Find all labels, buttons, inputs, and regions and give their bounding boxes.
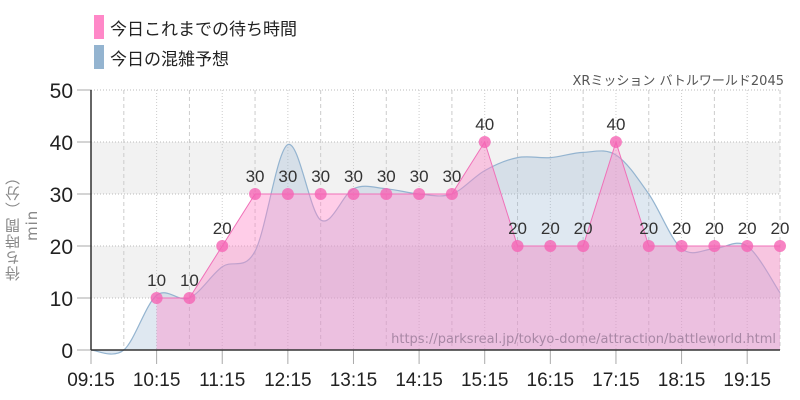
data-label: 30: [311, 167, 330, 186]
data-label: 40: [606, 115, 625, 134]
data-point[interactable]: [216, 240, 229, 252]
x-tick-label: 16:15: [527, 370, 575, 391]
data-label: 30: [377, 167, 396, 186]
legend-item-waittime[interactable]: 今日これまでの待ち時間: [94, 12, 297, 42]
data-point[interactable]: [150, 292, 163, 304]
data-point[interactable]: [741, 240, 754, 252]
data-point[interactable]: [642, 240, 655, 252]
data-point[interactable]: [544, 240, 557, 252]
data-label: 20: [771, 219, 790, 238]
data-point[interactable]: [774, 240, 786, 252]
data-label: 10: [180, 271, 199, 290]
y-tick-label: 0: [61, 340, 73, 363]
data-label: 30: [344, 167, 363, 186]
data-point[interactable]: [314, 188, 327, 200]
forecast-area: [91, 144, 780, 355]
data-point[interactable]: [413, 188, 426, 200]
legend-swatch-pink: [94, 15, 104, 39]
data-point[interactable]: [281, 188, 294, 200]
x-tick-label: 19:15: [723, 370, 771, 391]
data-point[interactable]: [249, 188, 262, 200]
data-label: 40: [475, 115, 494, 134]
legend-swatch-blue: [94, 45, 104, 69]
legend-item-forecast[interactable]: 今日の混雑予想: [94, 42, 297, 72]
x-tick-label: 10:15: [133, 370, 181, 391]
data-label: 20: [213, 219, 232, 238]
data-point[interactable]: [577, 240, 590, 252]
data-label: 10: [147, 271, 166, 290]
y-tick-label: 50: [50, 80, 73, 103]
data-point[interactable]: [708, 240, 721, 252]
x-tick-label: 11:15: [199, 370, 245, 391]
y-tick-label: 20: [50, 236, 73, 259]
data-point[interactable]: [380, 188, 393, 200]
x-tick-label: 09:15: [67, 370, 115, 391]
data-label: 20: [508, 219, 527, 238]
data-point[interactable]: [478, 136, 491, 148]
data-label: 30: [246, 167, 265, 186]
x-tick-label: 18:15: [658, 370, 706, 391]
data-label: 30: [278, 167, 297, 186]
y-tick-label: 10: [50, 288, 73, 311]
watermark-url: https://parksreal.jp/tokyo-dome/attracti…: [391, 332, 776, 347]
y-tick-label: 30: [50, 184, 73, 207]
data-point[interactable]: [445, 188, 458, 200]
forecast-line: [90, 143, 781, 355]
x-tick-label: 13:15: [330, 370, 378, 391]
grid-band: [91, 142, 780, 194]
data-label: 20: [541, 219, 560, 238]
legend-label: 今日これまでの待ち時間: [110, 19, 297, 40]
legend: 今日これまでの待ち時間 今日の混雑予想: [94, 12, 297, 72]
data-label: 20: [574, 219, 593, 238]
x-tick-label: 15:15: [461, 370, 509, 391]
chart-subtitle: XRミッション バトルワールド2045: [572, 74, 784, 89]
data-point[interactable]: [609, 136, 622, 148]
x-tick-label: 17:15: [592, 370, 640, 391]
data-label: 20: [738, 219, 757, 238]
x-tick-label: 12:15: [264, 370, 312, 391]
data-label: 20: [672, 219, 691, 238]
data-point[interactable]: [347, 188, 360, 200]
legend-label: 今日の混雑予想: [110, 49, 229, 70]
data-point[interactable]: [511, 240, 524, 252]
data-label: 20: [639, 219, 658, 238]
x-tick-label: 14:15: [395, 370, 443, 391]
data-label: 30: [410, 167, 429, 186]
data-label: 20: [705, 219, 724, 238]
data-point[interactable]: [675, 240, 688, 252]
data-label: 30: [442, 167, 461, 186]
data-point[interactable]: [183, 292, 196, 304]
y-tick-label: 40: [50, 132, 73, 155]
